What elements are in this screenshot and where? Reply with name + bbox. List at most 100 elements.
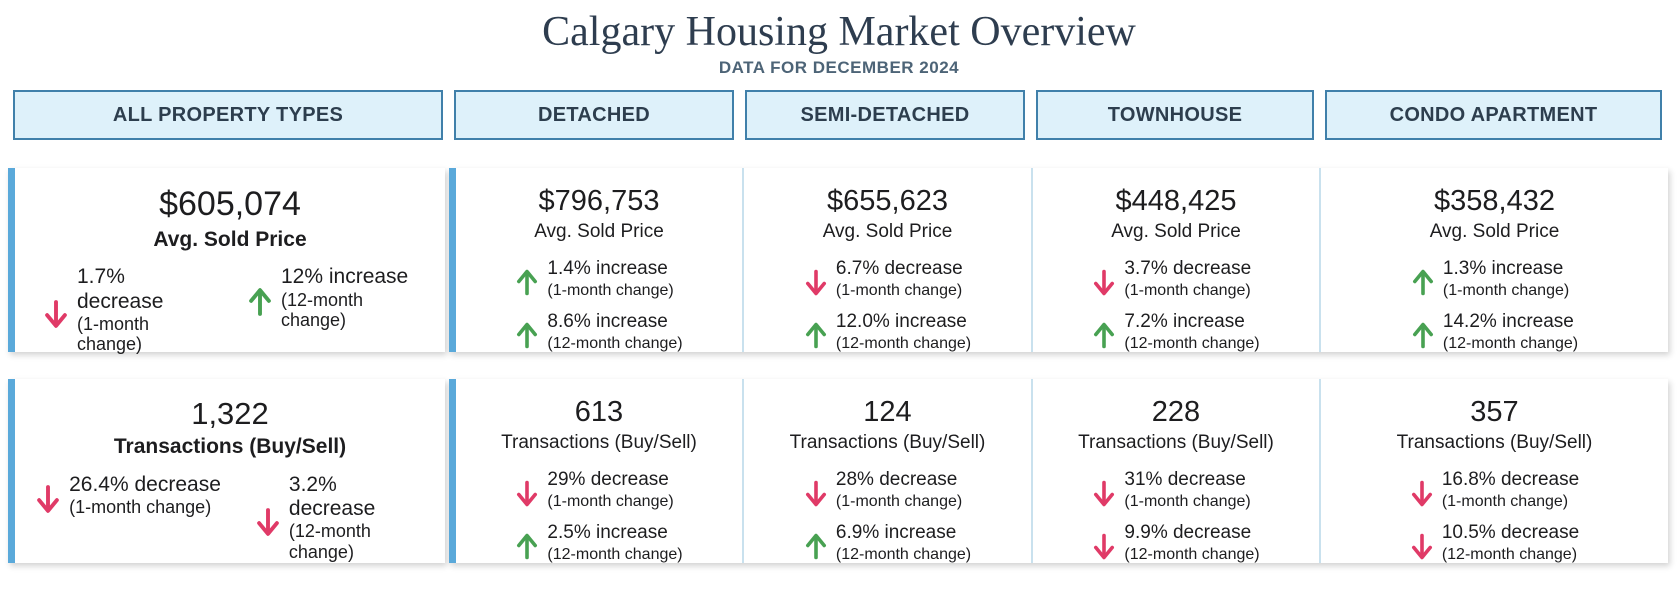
change-amount: 3.2% decrease	[288, 472, 376, 520]
price-card-condo-apartment: $358,432 Avg. Sold Price 1.3% increase (…	[1319, 168, 1668, 353]
calgary-housing-dashboard: Calgary Housing Market Overview DATA FOR…	[0, 8, 1678, 564]
change-period: (1-month change)	[1124, 492, 1251, 510]
metric-value: $796,753	[538, 185, 660, 218]
arrow-up-icon	[804, 533, 828, 560]
arrow-up-icon	[515, 269, 539, 296]
tab-all-property-types[interactable]: ALL PROPERTY TYPES	[13, 90, 443, 141]
change-amount: 6.7% decrease	[835, 257, 963, 279]
arrow-down-icon	[1092, 533, 1116, 560]
change-period: (1-month change)	[69, 496, 212, 517]
metric-label: Transactions (Buy/Sell)	[1396, 432, 1593, 454]
change-1-month: 1.7% decrease (1-month change)	[43, 265, 213, 355]
arrow-up-icon	[1092, 322, 1116, 349]
transactions-row: 1,322 Transactions (Buy/Sell) 26.4% decr…	[0, 379, 1678, 564]
arrow-down-icon	[804, 269, 828, 296]
change-period: (12-month change)	[547, 334, 683, 352]
transactions-card-condo-apartment: 357 Transactions (Buy/Sell) 16.8% decrea…	[1319, 379, 1668, 564]
change-period: (12-month change)	[547, 545, 683, 563]
arrow-up-icon	[515, 533, 539, 560]
avg-sold-price-row: $605,074 Avg. Sold Price 1.7% decrease (…	[0, 168, 1678, 355]
transactions-card-townhouse: 228 Transactions (Buy/Sell) 31% decrease…	[1031, 379, 1319, 564]
change-1-month: 6.7% decrease (1-month change)	[804, 258, 963, 300]
change-amount: 26.4% decrease	[69, 472, 221, 496]
change-12-month: 2.5% increase (12-month change)	[515, 522, 683, 564]
accent-bar	[449, 168, 456, 353]
change-period: (12-month change)	[1441, 545, 1578, 563]
arrow-up-icon	[515, 322, 539, 349]
price-card-all: $605,074 Avg. Sold Price 1.7% decrease (…	[15, 168, 445, 355]
arrow-up-icon	[1411, 269, 1435, 296]
change-1-month: 1.3% increase (1-month change)	[1411, 258, 1569, 300]
change-12-month: 7.2% increase (12-month change)	[1092, 310, 1260, 353]
arrow-down-icon	[804, 480, 828, 507]
tab-detached[interactable]: DETACHED	[454, 90, 734, 141]
metric-value: $358,432	[1434, 185, 1555, 218]
change-12-month: 6.9% increase (12-month change)	[804, 522, 971, 564]
change-period: (12-month change)	[835, 334, 972, 352]
change-period: (12-month change)	[1124, 545, 1260, 563]
change-12-month: 10.5% decrease (12-month change)	[1410, 522, 1579, 564]
metric-value: $655,623	[827, 185, 948, 218]
change-amount: 1.3% increase	[1442, 257, 1564, 279]
change-amount: 1.4% increase	[547, 257, 668, 279]
arrow-up-icon	[1411, 322, 1435, 349]
property-type-header-row: ALL PROPERTY TYPES DETACHED SEMI-DETACHE…	[0, 90, 1678, 141]
change-period: (1-month change)	[1442, 281, 1570, 299]
change-period: (12-month change)	[281, 289, 364, 331]
arrow-down-icon	[35, 484, 61, 514]
change-amount: 12.0% increase	[835, 310, 967, 332]
tab-townhouse[interactable]: TOWNHOUSE	[1036, 90, 1314, 141]
metric-value: 357	[1470, 396, 1519, 429]
change-1-month: 28% decrease (1-month change)	[804, 469, 962, 511]
price-card-detached: $796,753 Avg. Sold Price 1.4% increase (…	[456, 168, 742, 352]
transactions-card-detached: 613 Transactions (Buy/Sell) 29% decrease…	[456, 379, 742, 563]
change-amount: 9.9% decrease	[1124, 521, 1252, 543]
metric-label: Avg. Sold Price	[822, 221, 953, 243]
change-1-month: 29% decrease (1-month change)	[515, 468, 674, 511]
change-period: (1-month change)	[547, 492, 674, 510]
tab-semi-detached[interactable]: SEMI-DETACHED	[745, 90, 1025, 141]
change-period: (1-month change)	[547, 281, 674, 299]
arrow-down-icon	[255, 507, 281, 537]
panel-breakdown-price: $796,753 Avg. Sold Price 1.4% increase (…	[449, 168, 1668, 353]
accent-bar	[449, 379, 456, 564]
change-1-month: 3.7% decrease (1-month change)	[1092, 258, 1251, 300]
metric-label: Avg. Sold Price	[1111, 221, 1241, 243]
metric-value: 1,322	[191, 396, 269, 432]
change-12-month: 14.2% increase (12-month change)	[1411, 311, 1578, 353]
metric-label: Transactions (Buy/Sell)	[789, 432, 986, 454]
change-amount: 1.7% decrease	[77, 265, 164, 313]
change-12-month: 12.0% increase (12-month change)	[804, 311, 971, 353]
metric-label: Transactions (Buy/Sell)	[113, 435, 347, 459]
change-amount: 8.6% increase	[547, 310, 668, 332]
change-period: (1-month change)	[835, 281, 963, 299]
arrow-down-icon	[515, 480, 539, 507]
change-12-month: 3.2% decrease (12-month change)	[255, 473, 425, 563]
panel-breakdown-transactions: 613 Transactions (Buy/Sell) 29% decrease…	[449, 379, 1668, 564]
tab-condo-apartment[interactable]: CONDO APARTMENT	[1325, 90, 1662, 141]
change-12-month: 9.9% decrease (12-month change)	[1092, 521, 1260, 564]
metric-value: $448,425	[1115, 185, 1237, 218]
price-card-townhouse: $448,425 Avg. Sold Price 3.7% decrease (…	[1031, 168, 1319, 353]
accent-bar	[8, 379, 15, 564]
arrow-up-icon	[247, 287, 273, 317]
metric-value: 124	[863, 396, 912, 429]
page-title: Calgary Housing Market Overview	[542, 9, 1136, 55]
metric-label: Avg. Sold Price	[153, 228, 307, 252]
change-amount: 29% decrease	[547, 468, 669, 490]
change-amount: 7.2% increase	[1124, 310, 1245, 332]
metric-value: 613	[574, 396, 624, 429]
change-amount: 12% increase	[281, 265, 409, 289]
arrow-down-icon	[1410, 533, 1434, 560]
metric-value: $605,074	[159, 185, 301, 224]
change-period: (1-month change)	[1124, 281, 1251, 299]
price-card-semi-detached: $655,623 Avg. Sold Price 6.7% decrease (…	[742, 168, 1031, 353]
change-amount: 6.9% increase	[835, 521, 957, 543]
metric-label: Avg. Sold Price	[1429, 221, 1560, 243]
change-1-month: 1.4% increase (1-month change)	[515, 257, 674, 300]
change-12-month: 12% increase (12-month change)	[247, 265, 417, 331]
panel-all-property-price: $605,074 Avg. Sold Price 1.7% decrease (…	[8, 168, 445, 355]
arrow-down-icon	[43, 299, 69, 329]
transactions-card-semi-detached: 124 Transactions (Buy/Sell) 28% decrease…	[742, 379, 1031, 564]
metric-label: Transactions (Buy/Sell)	[1078, 432, 1274, 454]
